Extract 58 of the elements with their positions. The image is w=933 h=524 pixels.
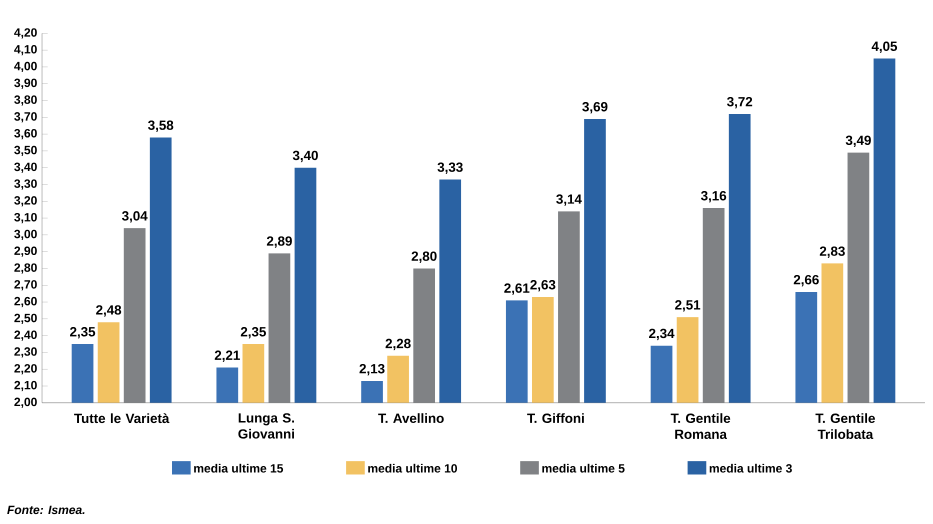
- y-tick-label: 3,80: [14, 95, 37, 106]
- data-label: 2,35: [70, 326, 96, 338]
- data-label: 2,28: [386, 338, 411, 350]
- data-label: 2,61: [504, 283, 530, 295]
- legend-label: media ultime 3: [710, 464, 792, 473]
- text: Fonte: Ismea.: [7, 506, 84, 514]
- x-tick-label: T. Giffoni: [527, 413, 584, 423]
- legend-label: media ultime 5: [542, 464, 625, 473]
- data-label: 2,48: [96, 305, 122, 317]
- y-tick-label: 3,50: [14, 146, 37, 156]
- y-tick-label: 4,20: [14, 28, 37, 38]
- y-tick-label: 3,70: [14, 112, 37, 122]
- y-tick-label: 2,50: [14, 314, 37, 324]
- legend-label: media ultime 10: [368, 464, 458, 473]
- data-label: 3,58: [148, 120, 174, 132]
- y-tick-label: 4,10: [14, 44, 37, 56]
- data-label: 3,14: [556, 194, 582, 206]
- y-tick-label: 3,90: [14, 78, 37, 89]
- y-tick-label: 2,10: [14, 380, 37, 392]
- data-label: 3,33: [438, 162, 463, 174]
- data-label: 4,05: [872, 41, 898, 53]
- x-tick-label: Lunga S. Giovanni: [238, 413, 294, 439]
- y-tick-label: 3,60: [14, 128, 37, 140]
- y-tick-label: 2,20: [14, 364, 37, 374]
- data-label: 3,16: [700, 190, 726, 202]
- data-label: 3,04: [122, 211, 148, 222]
- legend-label: media ultime 15: [194, 464, 284, 473]
- data-label: 2,13: [360, 364, 385, 376]
- data-label: 2,66: [794, 274, 819, 286]
- y-tick-label: 3,20: [14, 196, 37, 206]
- data-label: 2,35: [240, 326, 266, 338]
- data-label: 2,21: [214, 350, 240, 362]
- x-tick-label: T. Avellino: [378, 413, 444, 423]
- y-tick-label: 2,00: [14, 398, 37, 408]
- data-label: 2,51: [675, 300, 700, 312]
- y-tick-label: 2,40: [14, 330, 37, 341]
- data-label: 2,34: [649, 328, 674, 340]
- y-tick-label: 2,90: [14, 246, 37, 257]
- y-tick-label: 4,00: [14, 62, 37, 72]
- data-label: 2,63: [530, 280, 556, 292]
- data-label: 3,69: [582, 102, 608, 114]
- data-label: 3,40: [292, 150, 318, 162]
- data-label: 2,80: [412, 251, 437, 263]
- data-label: 2,83: [820, 246, 845, 258]
- y-tick-label: 2,80: [14, 263, 37, 274]
- y-tick-label: 2,60: [14, 296, 37, 308]
- y-tick-label: 3,30: [14, 179, 37, 190]
- y-tick-label: 2,70: [14, 280, 37, 290]
- x-tick-label: T. Gentile Trilobata: [816, 413, 875, 439]
- y-tick-label: 3,00: [14, 230, 37, 240]
- y-tick-label: 3,40: [14, 162, 37, 173]
- x-tick-label: Tutte le Varietà: [74, 413, 170, 424]
- x-tick-label: T. Gentile Romana: [670, 413, 730, 439]
- y-tick-label: 3,10: [14, 212, 37, 224]
- data-label: 2,89: [266, 236, 292, 248]
- y-tick-label: 2,30: [14, 347, 37, 358]
- data-label: 3,49: [846, 136, 871, 147]
- data-label: 3,72: [727, 96, 752, 108]
